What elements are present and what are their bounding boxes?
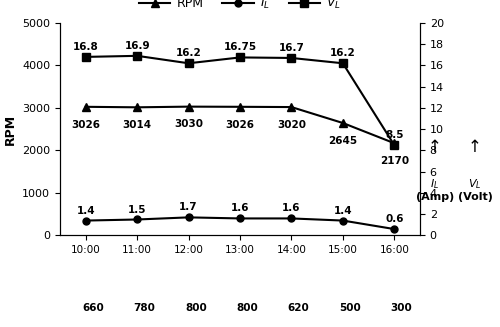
$I_L$ xyxy=(392,227,398,231)
$V_L$ xyxy=(288,56,294,60)
Text: 16.75: 16.75 xyxy=(224,43,256,53)
Line: $V_L$: $V_L$ xyxy=(82,52,398,149)
$I_L$ xyxy=(82,218,88,222)
Text: ↑: ↑ xyxy=(468,138,482,156)
Text: 3030: 3030 xyxy=(174,119,203,129)
RPM xyxy=(186,105,192,109)
Text: 780: 780 xyxy=(134,303,156,314)
Legend: RPM, $I_L$, $V_L$: RPM, $I_L$, $V_L$ xyxy=(134,0,346,16)
Text: 3026: 3026 xyxy=(226,120,254,129)
$I_L$ xyxy=(237,216,243,220)
Text: 620: 620 xyxy=(288,303,310,314)
Line: RPM: RPM xyxy=(82,102,398,147)
Text: 2645: 2645 xyxy=(328,136,358,146)
$I_L$ xyxy=(340,218,346,222)
Text: $I_L$
(Amp): $I_L$ (Amp) xyxy=(416,177,454,202)
Text: 16.2: 16.2 xyxy=(176,48,202,58)
Text: 3014: 3014 xyxy=(122,120,152,130)
Text: 3026: 3026 xyxy=(71,120,100,129)
$I_L$ xyxy=(134,217,140,221)
RPM xyxy=(237,105,243,109)
Text: 1.5: 1.5 xyxy=(128,205,146,215)
Text: 2170: 2170 xyxy=(380,156,409,166)
RPM xyxy=(288,105,294,109)
Text: 0.6: 0.6 xyxy=(385,214,404,224)
$I_L$ xyxy=(288,216,294,220)
Text: 300: 300 xyxy=(390,303,412,314)
Text: 16.9: 16.9 xyxy=(124,41,150,51)
Text: 1.7: 1.7 xyxy=(180,202,198,213)
Text: 500: 500 xyxy=(339,303,361,314)
Text: 3020: 3020 xyxy=(277,120,306,130)
Text: 1.6: 1.6 xyxy=(282,203,300,214)
Text: ↑: ↑ xyxy=(428,138,442,156)
Text: 660: 660 xyxy=(82,303,104,314)
Text: 800: 800 xyxy=(236,303,258,314)
RPM xyxy=(82,105,88,109)
Text: 16.2: 16.2 xyxy=(330,48,355,58)
Text: 1.4: 1.4 xyxy=(76,206,95,215)
RPM xyxy=(134,105,140,109)
Text: 1.6: 1.6 xyxy=(231,203,249,214)
Text: 16.7: 16.7 xyxy=(278,43,304,53)
$V_L$ xyxy=(392,143,398,147)
Text: 1.4: 1.4 xyxy=(334,206,352,215)
$V_L$ xyxy=(186,61,192,65)
$V_L$ xyxy=(340,61,346,65)
Y-axis label: RPM: RPM xyxy=(4,113,16,145)
$V_L$ xyxy=(134,54,140,58)
Text: $V_L$
(Volt): $V_L$ (Volt) xyxy=(458,177,492,202)
$V_L$ xyxy=(82,55,88,59)
RPM xyxy=(340,121,346,125)
RPM xyxy=(392,141,398,145)
Text: 800: 800 xyxy=(185,303,206,314)
$I_L$ xyxy=(186,215,192,219)
Text: 8.5: 8.5 xyxy=(385,130,404,140)
$V_L$ xyxy=(237,56,243,60)
Line: $I_L$: $I_L$ xyxy=(82,214,398,232)
Text: 16.8: 16.8 xyxy=(73,42,98,52)
